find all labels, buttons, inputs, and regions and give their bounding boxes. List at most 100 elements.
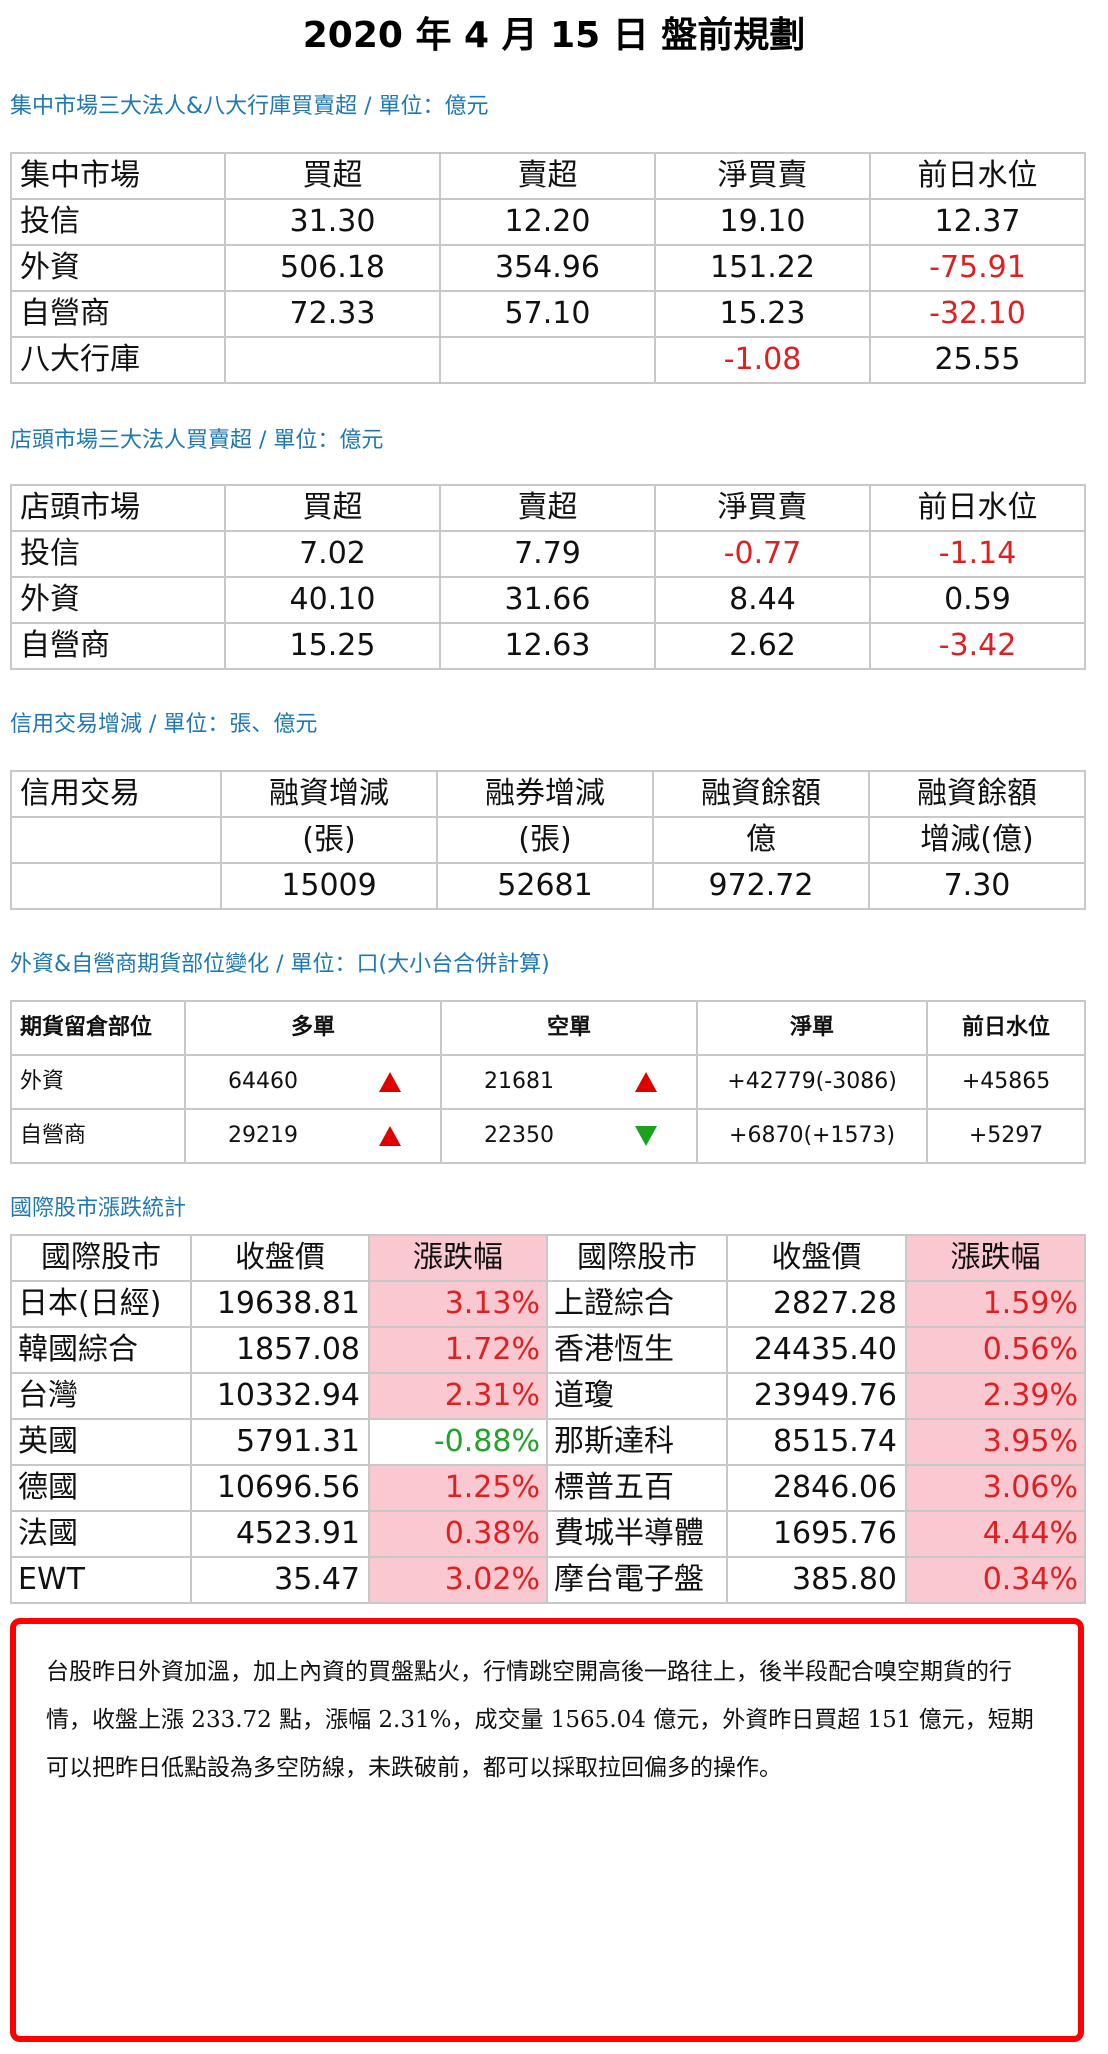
otc-table: 店頭市場 買超 賣超 淨買賣 前日水位 投信 7.02 7.79 -0.77 -… [10,484,1086,670]
change-pct: -0.88% [368,1418,548,1466]
header-cell: 前日水位 [926,1000,1087,1056]
table-row: 15009 52681 972.72 7.30 [10,862,1086,910]
header-cell: 國際股市 [546,1234,728,1282]
prev-value: +5297 [926,1108,1087,1164]
header-cell: 信用交易 [10,770,222,818]
up-arrow-icon [379,1072,401,1092]
header-cell: 融資餘額 [652,770,870,818]
header-cell: 賣超 [439,484,656,532]
otc-section-title: 店頭市場三大法人買賣超 / 單位：億元 [10,428,384,453]
market-name: 韓國綜合 [10,1326,192,1374]
header-cell: 淨買賣 [654,152,871,200]
header-cell: 買超 [224,152,441,200]
table-subheader-row: (張) (張) 億 增減(億) [10,816,1086,864]
header-cell: 收盤價 [726,1234,907,1282]
sell-value: 57.10 [439,290,656,338]
futures-section-title: 外資&自營商期貨部位變化 / 單位：口(大小台合併計算) [10,952,550,977]
intl-section-title: 國際股市漲跌統計 [10,1196,187,1221]
margin-table: 信用交易 融資增減 融券增減 融資餘額 融資餘額 (張) (張) 億 增減(億)… [10,770,1086,910]
change-pct: 0.56% [905,1326,1086,1374]
net-value: 8.44 [654,576,871,624]
margin-balance-value: 972.72 [652,862,870,910]
prev-value: 0.59 [869,576,1086,624]
market-name: 英國 [10,1418,192,1466]
table-row: 德國 10696.56 1.25% 標普五百 2846.06 3.06% [10,1464,1086,1512]
prev-value: -3.42 [869,622,1086,670]
listed-table: 集中市場 買超 賣超 淨買賣 前日水位 投信 31.30 12.20 19.10… [10,152,1086,384]
sell-value [439,336,656,384]
change-pct: 3.95% [905,1418,1086,1466]
header-cell: 融券增減 [436,770,654,818]
table-row: 自營商 15.25 12.63 2.62 -3.42 [10,622,1086,670]
header-cell: 買超 [224,484,441,532]
row-label: 自營商 [10,1108,186,1164]
header-cell: 融資增減 [220,770,438,818]
down-arrow-icon [635,1126,658,1146]
net-value: -1.08 [654,336,871,384]
short-direction [596,1054,699,1110]
close-price: 385.80 [726,1556,907,1604]
table-row: 自營商 29219 22350 +6870(+1573) +5297 [10,1108,1087,1164]
buy-value: 40.10 [224,576,441,624]
buy-value: 15.25 [224,622,441,670]
net-value: +6870(+1573) [696,1108,929,1164]
prev-value: +45865 [926,1054,1087,1110]
net-value: 151.22 [654,244,871,292]
change-pct: 3.13% [368,1280,548,1328]
long-value: 29219 [184,1108,340,1164]
close-price: 2846.06 [726,1464,907,1512]
sell-value: 12.63 [439,622,656,670]
row-label: 投信 [10,198,226,246]
table-row: 外資 506.18 354.96 151.22 -75.91 [10,244,1086,292]
change-pct: 0.38% [368,1510,548,1558]
market-name: 日本(日經) [10,1280,192,1328]
prev-value: -1.14 [869,530,1086,578]
net-value: -0.77 [654,530,871,578]
table-row: 法國 4523.91 0.38% 費城半導體 1695.76 4.44% [10,1510,1086,1558]
long-direction [340,1054,443,1110]
header-cell: 收盤價 [190,1234,370,1282]
subheader-cell: (張) [220,816,438,864]
header-cell: 國際股市 [10,1234,192,1282]
row-label: 投信 [10,530,226,578]
net-value: 2.62 [654,622,871,670]
close-price: 4523.91 [190,1510,370,1558]
header-cell: 空單 [440,1000,699,1056]
row-label: 外資 [10,244,226,292]
listed-section-title: 集中市場三大法人&八大行庫買賣超 / 單位：億元 [10,94,489,119]
header-cell: 多單 [183,1000,443,1056]
header-cell: 賣超 [439,152,656,200]
change-pct: 1.72% [368,1326,548,1374]
row-label: 外資 [10,576,226,624]
margin-balance-change-value: 7.30 [868,862,1086,910]
header-cell: 融資餘額 [868,770,1086,818]
short-value: 21681 [440,1054,597,1110]
change-pct: 2.31% [368,1372,548,1420]
header-cell: 淨買賣 [654,484,871,532]
change-pct: 3.06% [905,1464,1086,1512]
table-row: 八大行庫 -1.08 25.55 [10,336,1086,384]
market-name: 法國 [10,1510,192,1558]
market-name: 德國 [10,1464,192,1512]
market-name: 香港恆生 [546,1326,728,1374]
net-value: 19.10 [654,198,871,246]
subheader-cell: 億 [652,816,870,864]
close-price: 5791.31 [190,1418,370,1466]
table-row: 日本(日經) 19638.81 3.13% 上證綜合 2827.28 1.59% [10,1280,1086,1328]
up-arrow-icon [379,1126,401,1146]
buy-value: 31.30 [224,198,441,246]
up-arrow-icon [635,1072,658,1092]
close-price: 10332.94 [190,1372,370,1420]
buy-value: 7.02 [224,530,441,578]
sell-value: 12.20 [439,198,656,246]
close-price: 8515.74 [726,1418,907,1466]
header-cell: 漲跌幅 [905,1234,1086,1282]
close-price: 1695.76 [726,1510,907,1558]
change-pct: 4.44% [905,1510,1086,1558]
change-pct: 1.25% [368,1464,548,1512]
table-row: EWT 35.47 3.02% 摩台電子盤 385.80 0.34% [10,1556,1086,1604]
table-header-row: 集中市場 買超 賣超 淨買賣 前日水位 [10,152,1086,200]
table-row: 投信 31.30 12.20 19.10 12.37 [10,198,1086,246]
table-row: 投信 7.02 7.79 -0.77 -1.14 [10,530,1086,578]
market-name: 台灣 [10,1372,192,1420]
